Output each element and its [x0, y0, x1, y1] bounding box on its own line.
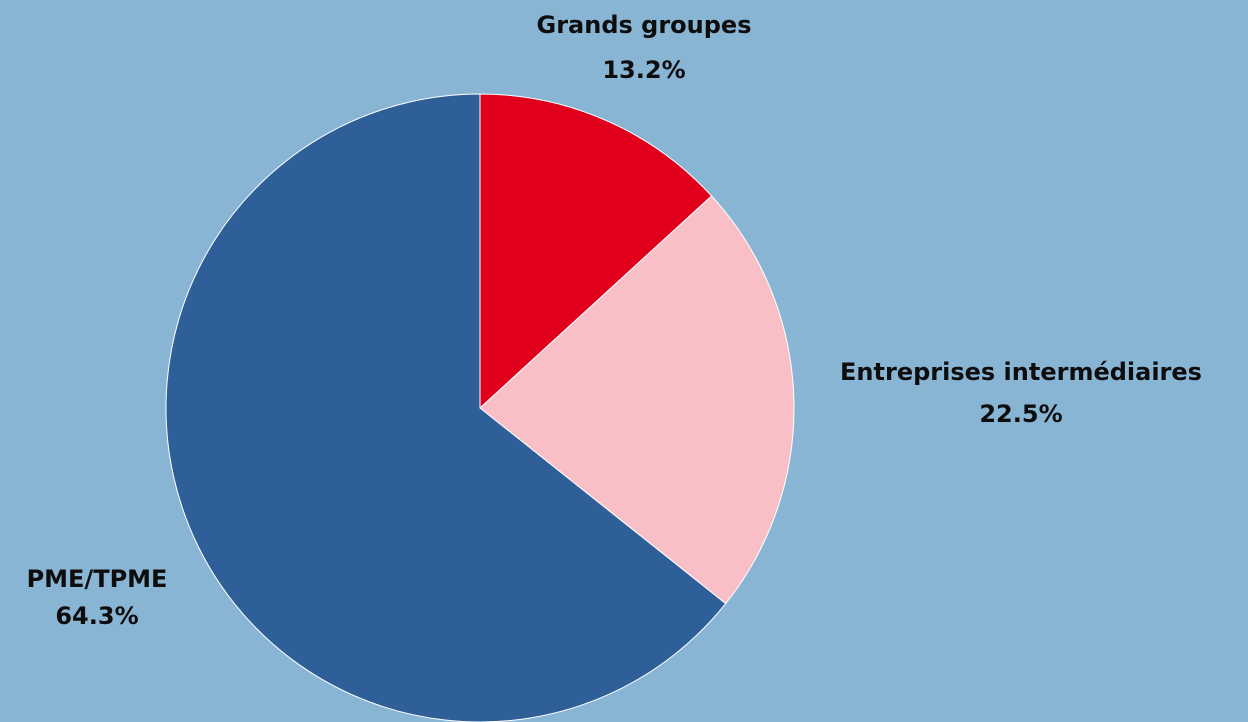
pie-slice-pme-tpme — [165, 93, 727, 722]
pie-slice-grands-groupes — [479, 93, 713, 410]
slice-label-entreprises-intermediaires: Entreprises intermédiaires — [840, 358, 1202, 386]
slice-label-pme-tpme: PME/TPME — [27, 565, 168, 593]
pie-slices — [165, 93, 795, 722]
slice-value-pme-tpme: 64.3% — [55, 602, 138, 630]
slice-label-grands-groupes: Grands groupes — [537, 11, 752, 39]
pie-slice-entreprises-intermediaires — [479, 195, 795, 605]
slice-value-grands-groupes: 13.2% — [602, 56, 685, 84]
slice-value-entreprises-intermediaires: 22.5% — [979, 400, 1062, 428]
